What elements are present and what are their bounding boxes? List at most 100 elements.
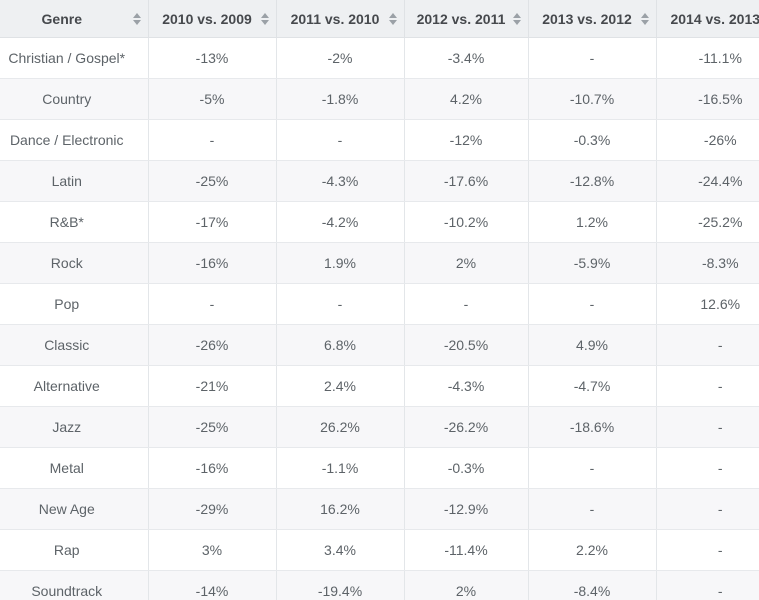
column-header-2011-vs-2010[interactable]: 2011 vs. 2010	[275, 0, 404, 38]
value-cell: -25.2%	[655, 201, 759, 243]
value-cell: -	[527, 447, 656, 489]
value-cell: -16%	[147, 242, 276, 284]
value-cell: 6.8%	[275, 324, 404, 366]
column-header-2012-vs-2011[interactable]: 2012 vs. 2011	[403, 0, 528, 38]
value-cell: -	[655, 447, 759, 489]
value-cell: -	[275, 119, 404, 161]
genre-cell: Christian / Gospel*	[0, 37, 148, 79]
value-cell: -5.9%	[527, 242, 656, 284]
value-cell: -4.7%	[527, 365, 656, 407]
value-cell: -1.8%	[275, 78, 404, 120]
value-cell: -25%	[147, 160, 276, 202]
genre-cell: Alternative	[0, 365, 148, 407]
value-cell: 2%	[403, 242, 528, 284]
value-cell: -12%	[403, 119, 528, 161]
column-header-2010-vs-2009[interactable]: 2010 vs. 2009	[147, 0, 276, 38]
value-cell: 4.9%	[527, 324, 656, 366]
genre-cell: Rock	[0, 242, 148, 284]
value-cell: -5%	[147, 78, 276, 120]
genre-cell: New Age	[0, 488, 148, 530]
table-row: Alternative -21% 2.4% -4.3% -4.7% -	[0, 365, 759, 407]
value-cell: -	[655, 324, 759, 366]
table-row: Latin -25% -4.3% -17.6% -12.8% -24.4%	[0, 160, 759, 202]
value-cell: -3.4%	[403, 37, 528, 79]
value-cell: -10.7%	[527, 78, 656, 120]
value-cell: -4.2%	[275, 201, 404, 243]
column-header-label: 2013 vs. 2012	[542, 10, 632, 27]
value-cell: -0.3%	[403, 447, 528, 489]
value-cell: -0.3%	[527, 119, 656, 161]
table-row: Classic -26% 6.8% -20.5% 4.9% -	[0, 324, 759, 366]
value-cell: 16.2%	[275, 488, 404, 530]
sort-icon[interactable]	[260, 12, 269, 25]
column-header-label: 2011 vs. 2010	[290, 10, 380, 27]
genre-cell: Jazz	[0, 406, 148, 448]
value-cell: -20.5%	[403, 324, 528, 366]
value-cell: -26%	[147, 324, 276, 366]
value-cell: -19.4%	[275, 570, 404, 600]
value-cell: -	[527, 37, 656, 79]
value-cell: -	[655, 406, 759, 448]
value-cell: 1.9%	[275, 242, 404, 284]
column-header-genre[interactable]: Genre	[0, 0, 148, 38]
genre-cell: Classic	[0, 324, 148, 366]
value-cell: -24.4%	[655, 160, 759, 202]
table-row: Rap 3% 3.4% -11.4% 2.2% -	[0, 529, 759, 571]
table-row: Soundtrack -14% -19.4% 2% -8.4% -	[0, 570, 759, 600]
genre-cell: Soundtrack	[0, 570, 148, 600]
genre-cell: Pop	[0, 283, 148, 325]
value-cell: -	[527, 283, 656, 325]
value-cell: -	[655, 365, 759, 407]
value-cell: -	[147, 119, 276, 161]
genre-cell: Rap	[0, 529, 148, 571]
sort-icon[interactable]	[388, 12, 397, 25]
value-cell: -	[527, 488, 656, 530]
column-header-label: Genre	[41, 10, 82, 27]
genre-cell: R&B*	[0, 201, 148, 243]
value-cell: -26%	[655, 119, 759, 161]
genre-cell: Metal	[0, 447, 148, 489]
value-cell: -17.6%	[403, 160, 528, 202]
value-cell: 2.4%	[275, 365, 404, 407]
value-cell: 26.2%	[275, 406, 404, 448]
genre-cell: Dance / Electronic	[0, 119, 148, 161]
value-cell: -11.4%	[403, 529, 528, 571]
value-cell: -18.6%	[527, 406, 656, 448]
genre-cell: Country	[0, 78, 148, 120]
value-cell: -17%	[147, 201, 276, 243]
value-cell: -12.9%	[403, 488, 528, 530]
table-row: Pop - - - -12.6%	[0, 283, 759, 325]
value-cell: -8.3%	[655, 242, 759, 284]
value-cell: -26.2%	[403, 406, 528, 448]
value-cell: -	[147, 283, 276, 325]
column-header-2014-vs-2013[interactable]: 2014 vs. 2013	[655, 0, 759, 38]
value-cell: -1.1%	[275, 447, 404, 489]
value-cell: -13%	[147, 37, 276, 79]
header-row: Genre 2010 vs. 2009 2011 vs. 2010 2012 v…	[0, 0, 759, 38]
value-cell: 2.2%	[527, 529, 656, 571]
value-cell: -29%	[147, 488, 276, 530]
value-cell: 12.6%	[655, 283, 759, 325]
column-header-label: 2014 vs. 2013	[670, 10, 759, 27]
value-cell: -21%	[147, 365, 276, 407]
table-row: Country -5% -1.8% 4.2% -10.7% -16.5%	[0, 78, 759, 120]
column-header-2013-vs-2012[interactable]: 2013 vs. 2012	[527, 0, 656, 38]
column-header-label: 2010 vs. 2009	[162, 10, 252, 27]
value-cell: -2%	[275, 37, 404, 79]
table-row: New Age -29% 16.2% -12.9% - -	[0, 488, 759, 530]
value-cell: 2%	[403, 570, 528, 600]
value-cell: -	[655, 529, 759, 571]
value-cell: -16%	[147, 447, 276, 489]
value-cell: 1.2%	[527, 201, 656, 243]
table-row: R&B* -17% -4.2% -10.2% 1.2% -25.2%	[0, 201, 759, 243]
table-row: Christian / Gospel* -13% -2% -3.4% - -11.1%	[0, 37, 759, 79]
sort-icon[interactable]	[512, 12, 521, 25]
value-cell: -4.3%	[275, 160, 404, 202]
value-cell: 3.4%	[275, 529, 404, 571]
sort-icon[interactable]	[640, 12, 649, 25]
value-cell: -12.8%	[527, 160, 656, 202]
value-cell: -4.3%	[403, 365, 528, 407]
sort-icon[interactable]	[132, 12, 141, 25]
